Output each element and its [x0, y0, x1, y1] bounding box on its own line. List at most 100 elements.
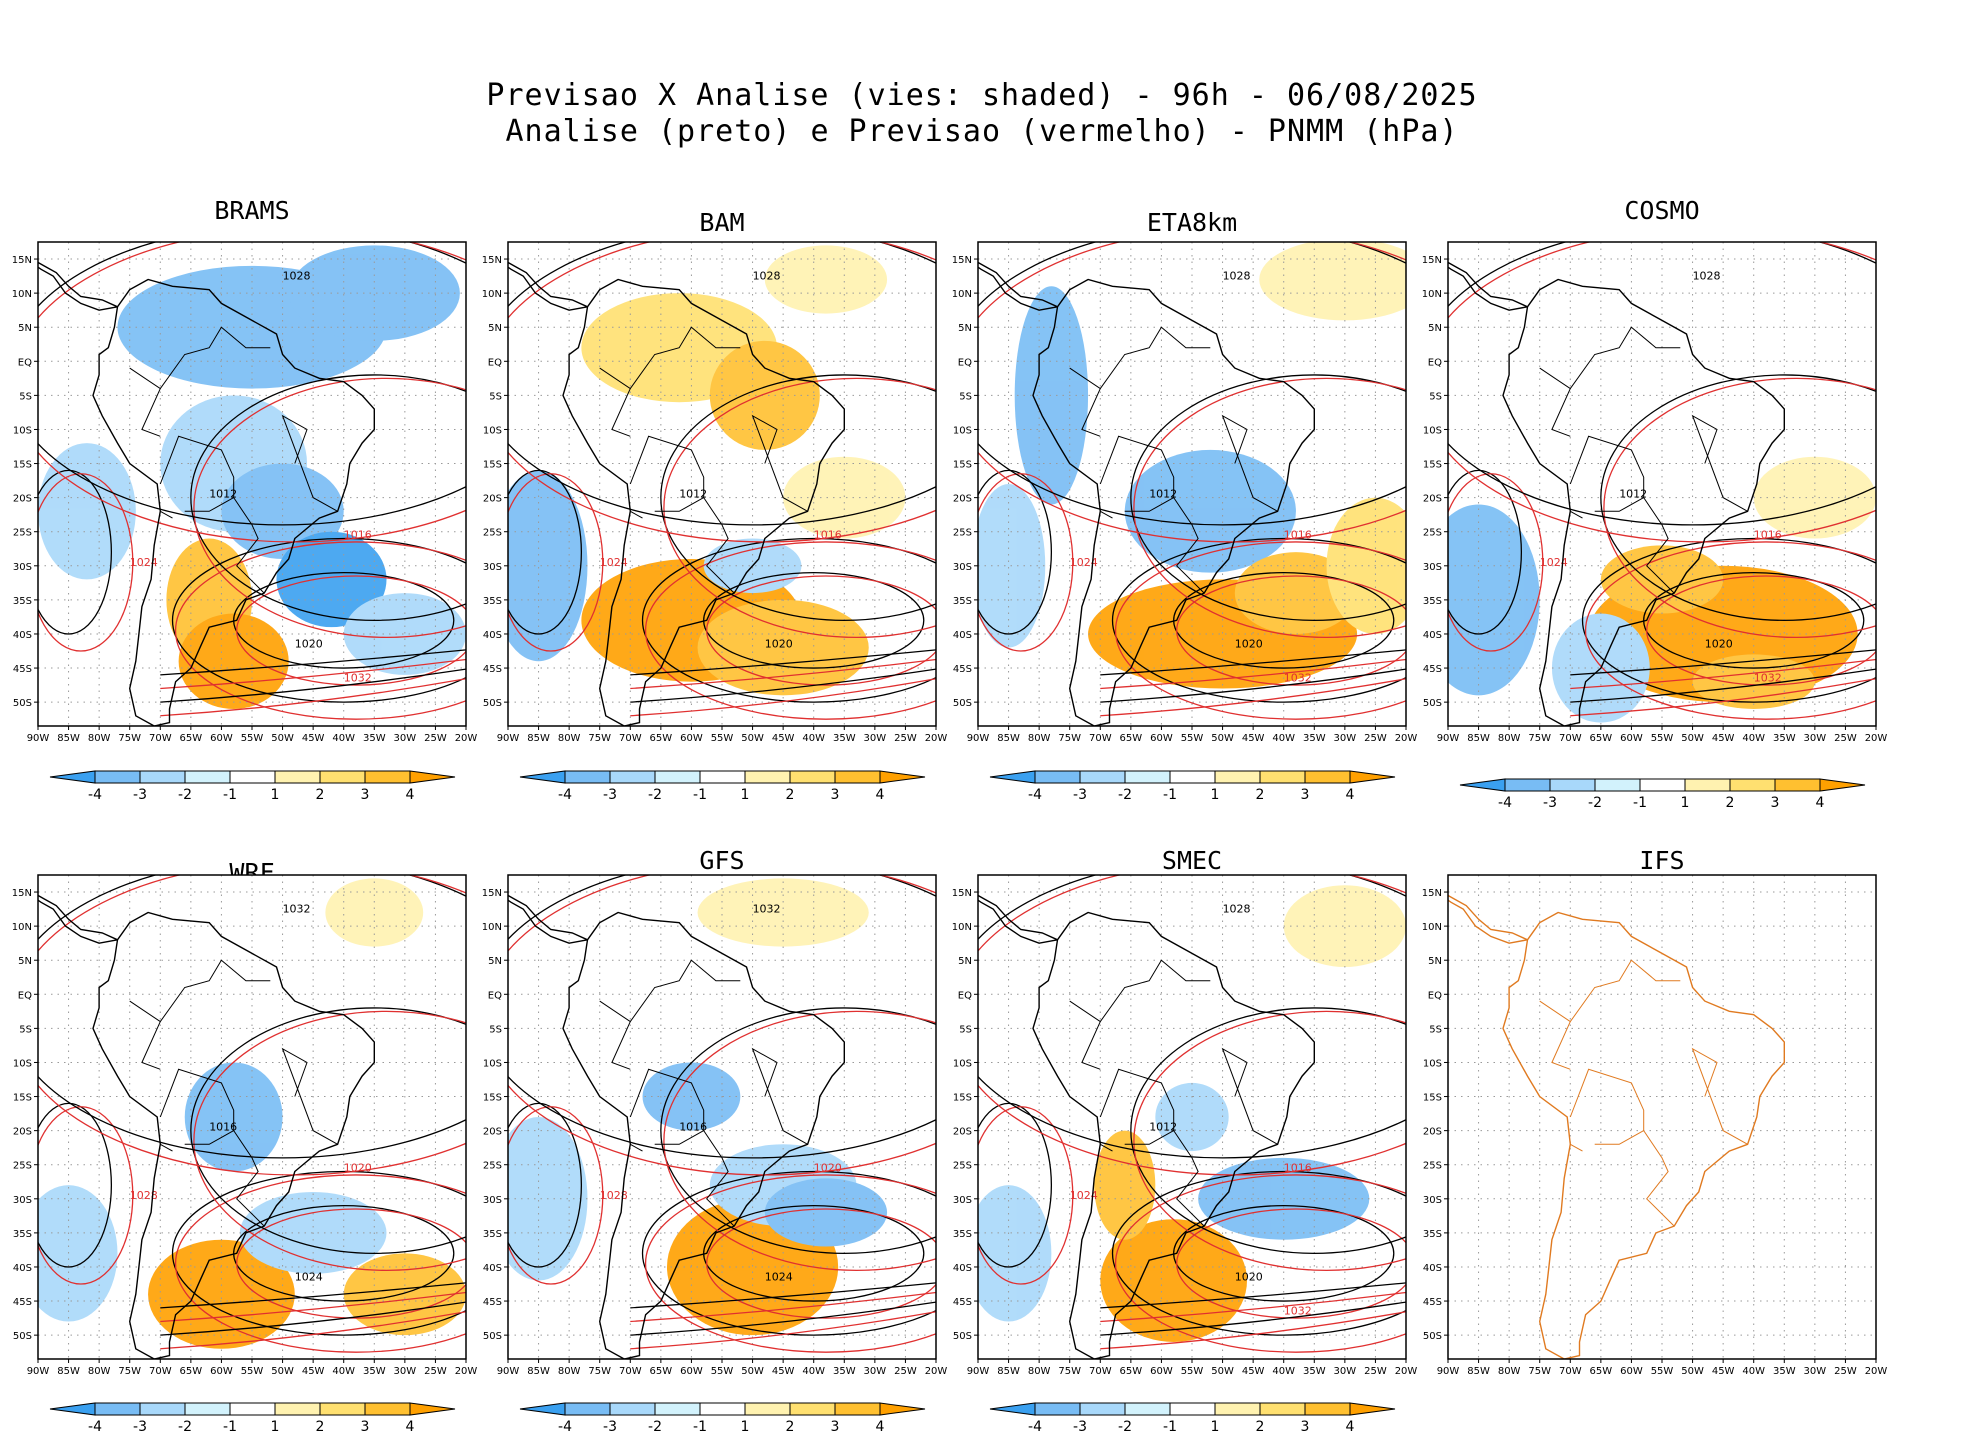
lon-tick-label: 90W	[497, 733, 520, 744]
lat-tick-label: 25S	[1423, 1161, 1442, 1172]
lon-tick-label: 35W	[1303, 733, 1326, 744]
lat-tick-label: 25S	[953, 1161, 972, 1172]
forecast-isobar	[193, 377, 466, 638]
analysis-isobar	[1448, 242, 1876, 526]
isobar-contours: 1016 1020 1024 1028 1032	[508, 875, 936, 1353]
lon-tick-label: 40W	[1742, 733, 1765, 744]
lon-tick-label: 65W	[1590, 733, 1613, 744]
analysis-isobar	[641, 1170, 936, 1336]
colorbar-bam: -4 -3 -2 -1 1 2 3 4	[516, 770, 936, 804]
colorbar-label: 1	[1211, 787, 1220, 803]
country-border	[751, 414, 808, 512]
colorbar-label: 4	[876, 787, 885, 803]
country-border	[629, 326, 741, 389]
colorbar-swatch	[879, 770, 926, 784]
lat-tick-label: 10N	[12, 289, 32, 300]
isobar-line	[1570, 658, 1876, 690]
colorbar-swatch	[1214, 1402, 1261, 1416]
forecast-isobar	[508, 1106, 604, 1285]
lon-tick-label: 65W	[1120, 1366, 1143, 1377]
colorbar-label: -3	[133, 1419, 147, 1435]
forecast-isobar	[193, 1010, 466, 1271]
lon-tick-label: 60W	[1150, 1366, 1173, 1377]
lon-tick-label: 30W	[394, 733, 417, 744]
colorbar-label: -1	[1633, 795, 1647, 811]
lon-tick-label: 70W	[149, 733, 172, 744]
lat-tick-label: 15S	[13, 460, 32, 471]
colorbar-label: 2	[1256, 787, 1265, 803]
bias-blob	[1692, 654, 1815, 709]
lat-tick-label: 50S	[953, 1331, 972, 1342]
colorbar-label: 4	[1346, 787, 1355, 803]
forecast-isobar	[644, 541, 936, 720]
forecast-isobar	[508, 875, 936, 1176]
lon-tick-label: 20W	[455, 1366, 478, 1377]
lon-tick-label: 80W	[1498, 733, 1521, 744]
coastline	[1448, 261, 1785, 726]
colorbar-label: -2	[648, 787, 662, 803]
bias-blob	[1014, 286, 1089, 505]
isobar-label: 1032	[753, 902, 781, 915]
lat-tick-label: 5S	[19, 1024, 32, 1035]
colorbar-label: 1	[1681, 795, 1690, 811]
lon-tick-label: 80W	[88, 1366, 111, 1377]
lon-tick-label: 45W	[772, 1366, 795, 1377]
bias-blob	[38, 443, 136, 580]
lat-tick-label: 50S	[13, 698, 32, 709]
colorbar-swatch	[609, 770, 656, 784]
colorbar-swatch	[654, 770, 701, 784]
lat-tick-label: 5S	[959, 391, 972, 402]
analysis-isobar	[38, 469, 113, 635]
isobar-contours: 1012 1016 1020 1024 1028	[508, 242, 936, 720]
colorbar-label: 3	[1301, 787, 1310, 803]
lon-tick-label: 50W	[1681, 733, 1704, 744]
country-border	[1069, 1000, 1101, 1070]
lat-tick-label: 25S	[483, 528, 502, 539]
lat-tick-label: 10N	[952, 289, 972, 300]
colorbar-swatch	[834, 1402, 881, 1416]
lon-tick-label: 60W	[680, 1366, 703, 1377]
forecast-isobar	[508, 473, 604, 652]
lon-tick-label: 20W	[925, 733, 948, 744]
colorbar-label: -3	[1073, 1419, 1087, 1435]
coastline	[978, 261, 1315, 726]
lon-tick-label: 60W	[210, 733, 233, 744]
lon-tick-label: 75W	[118, 1366, 141, 1377]
colorbar-label: 4	[1816, 795, 1825, 811]
colorbar-label: -4	[558, 787, 572, 803]
isobar-contours: 1012 1016 1020 1024 1028 1032	[978, 875, 1406, 1353]
figure-title-line2: Analise (preto) e Previsao (vermelho) - …	[505, 114, 1459, 149]
lat-tick-label: 20S	[1423, 1127, 1442, 1138]
colorbar-swatch	[1774, 778, 1821, 792]
lat-tick-label: 35S	[483, 596, 502, 607]
isobar-label: 1020	[814, 1162, 842, 1175]
country-border	[1594, 497, 1644, 512]
lat-tick-label: 5S	[959, 1024, 972, 1035]
lat-tick-label: 35S	[483, 1229, 502, 1240]
colorbar-swatch	[274, 1402, 321, 1416]
bias-blob	[709, 340, 820, 450]
isobar-line	[160, 1282, 466, 1309]
isobar-label: 1032	[1754, 672, 1782, 685]
colorbar-swatch	[1034, 1402, 1081, 1416]
lat-tick-label: 10N	[952, 922, 972, 933]
isobar-line	[160, 649, 466, 676]
isobar-label: 1012	[679, 488, 707, 501]
colorbar-swatch	[1459, 778, 1506, 792]
lon-tick-label: 20W	[1395, 1366, 1418, 1377]
country-border	[654, 497, 704, 512]
colorbar-label: -1	[223, 787, 237, 803]
lat-tick-label: 15N	[482, 255, 502, 266]
isobar-line	[1570, 678, 1876, 717]
colorbar-swatch	[789, 770, 836, 784]
country-border	[1124, 497, 1174, 512]
colorbar-label: -3	[1073, 787, 1087, 803]
colorbar-label: -2	[648, 1419, 662, 1435]
colorbar-label: 1	[1211, 1419, 1220, 1435]
coastline	[508, 894, 845, 1359]
lon-tick-label: 40W	[332, 1366, 355, 1377]
analysis-isobar	[1448, 469, 1523, 635]
map-panel-eta8km: 1012 1016 1020 1024 1028 1032 15N 10N 5N EQ 5S 10S 1…	[944, 236, 1422, 746]
colorbar-label: -1	[1163, 1419, 1177, 1435]
lat-tick-label: 10S	[953, 1058, 972, 1069]
